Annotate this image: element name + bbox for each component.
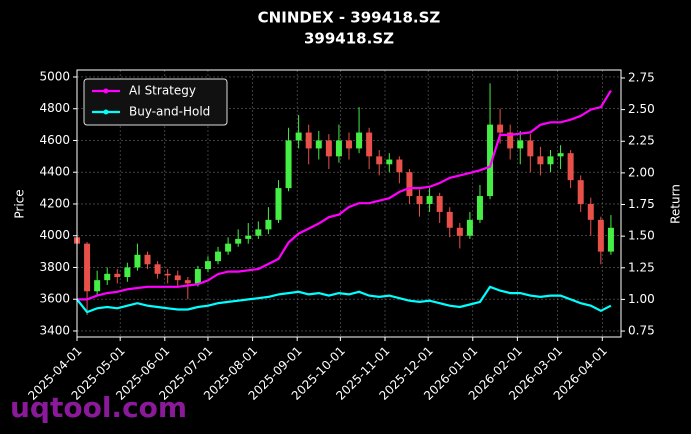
candle-body [456, 227, 463, 236]
candle-body [285, 140, 292, 189]
y2-tick-label: 0.75 [628, 324, 655, 338]
candle-body [144, 254, 151, 265]
candle-body [114, 273, 121, 277]
candle-body [517, 140, 524, 149]
candle-body [577, 180, 584, 204]
y-axis-label: Price [13, 189, 27, 218]
candle-body [194, 269, 201, 284]
candle-body [366, 132, 373, 157]
candle-body [416, 196, 423, 204]
candle-body [487, 124, 494, 197]
y2-tick-label: 1.25 [628, 260, 655, 274]
candle-body [406, 172, 413, 197]
legend-marker [103, 109, 109, 115]
candle-body [245, 235, 252, 239]
candle-body [325, 140, 332, 157]
candle-body [204, 261, 211, 270]
candle-body [436, 196, 443, 212]
candle-body [104, 273, 111, 281]
candle-body [265, 219, 272, 230]
legend-label: AI Strategy [129, 84, 196, 98]
candle-body [154, 264, 161, 274]
candle-body [597, 219, 604, 252]
candle-body [587, 203, 594, 220]
plot-frame [76, 69, 622, 338]
y2-axis-label: Return [669, 184, 683, 224]
candle-body [225, 243, 232, 252]
y2-tick-label: 1.75 [628, 197, 655, 211]
candle-body [567, 153, 574, 181]
candle-body [94, 280, 101, 292]
candle-body [295, 132, 302, 141]
y2-tick-label: 2.00 [628, 165, 655, 179]
watermark: uqtool.com [10, 391, 187, 424]
y-tick-label: 4400 [39, 165, 70, 179]
candle-body [346, 140, 352, 149]
y-tick-label: 3600 [39, 292, 70, 306]
y-tick-label: 3400 [39, 323, 70, 337]
candle-body [275, 188, 282, 220]
y-tick-label: 4000 [39, 228, 70, 242]
candle-body [164, 273, 171, 276]
candle-body [607, 227, 614, 252]
candle-body [547, 156, 554, 165]
candle-body [376, 156, 383, 165]
candle-body [507, 132, 514, 149]
candle-body [557, 153, 564, 157]
y-tick-label: 4200 [39, 196, 70, 210]
y-tick-label: 3800 [39, 260, 70, 274]
candle-body [396, 159, 403, 173]
candle-body [386, 159, 393, 165]
y-tick-label: 5000 [39, 69, 70, 83]
candle-body [174, 275, 181, 281]
candle-body [335, 140, 342, 157]
y-tick-label: 4600 [39, 133, 70, 147]
y2-tick-label: 1.50 [628, 229, 655, 243]
candle-body [255, 229, 262, 236]
candle-body [446, 211, 453, 228]
chart-title: CNINDEX - 399418.SZ [258, 9, 441, 27]
candle-body [426, 196, 433, 204]
legend-marker [103, 88, 109, 94]
candle-body [497, 124, 504, 133]
candle-body [235, 238, 242, 244]
y2-tick-label: 1.00 [628, 292, 655, 306]
candle-body [527, 140, 534, 157]
y2-tick-label: 2.25 [628, 134, 655, 148]
series-line [77, 90, 612, 301]
y2-tick-label: 2.75 [628, 70, 655, 84]
series-line [76, 285, 612, 314]
candle-body [315, 140, 322, 149]
candle-body [305, 132, 312, 149]
legend-label: Buy-and-Hold [129, 105, 210, 119]
candle-body [215, 251, 222, 262]
y-tick-label: 4800 [39, 101, 70, 115]
candle-body [537, 156, 544, 165]
chart-subtitle: 399418.SZ [304, 30, 394, 48]
candle-body [466, 219, 473, 236]
candle-body [124, 267, 131, 277]
candle-body [476, 196, 483, 220]
y2-tick-label: 2.50 [628, 102, 655, 116]
candle-body [184, 280, 191, 284]
candle-body [134, 254, 141, 268]
candle-body [356, 132, 363, 149]
candle-body [84, 243, 91, 292]
